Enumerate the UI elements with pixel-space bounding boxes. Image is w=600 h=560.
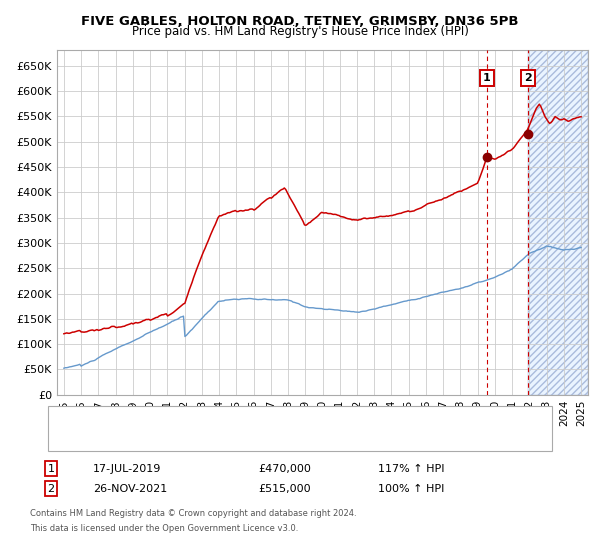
Text: FIVE GABLES, HOLTON ROAD, TETNEY, GRIMSBY, DN36 5PB: FIVE GABLES, HOLTON ROAD, TETNEY, GRIMSB…: [81, 15, 519, 27]
Text: £515,000: £515,000: [258, 484, 311, 494]
Text: This data is licensed under the Open Government Licence v3.0.: This data is licensed under the Open Gov…: [30, 524, 298, 533]
Text: ————: ————: [60, 409, 110, 423]
Text: 100% ↑ HPI: 100% ↑ HPI: [378, 484, 445, 494]
Text: £470,000: £470,000: [258, 464, 311, 474]
Text: 2: 2: [524, 73, 532, 83]
Text: HPI: Average price, detached house, East Lindsey: HPI: Average price, detached house, East…: [93, 431, 352, 441]
Text: 26-NOV-2021: 26-NOV-2021: [93, 484, 167, 494]
Text: FIVE GABLES, HOLTON ROAD, TETNEY, GRIMSBY, DN36 5PB (detached house): FIVE GABLES, HOLTON ROAD, TETNEY, GRIMSB…: [93, 411, 496, 421]
Text: 1: 1: [47, 464, 55, 474]
Text: Contains HM Land Registry data © Crown copyright and database right 2024.: Contains HM Land Registry data © Crown c…: [30, 509, 356, 518]
Text: 117% ↑ HPI: 117% ↑ HPI: [378, 464, 445, 474]
Bar: [527, 50, 588, 395]
Text: Price paid vs. HM Land Registry's House Price Index (HPI): Price paid vs. HM Land Registry's House …: [131, 25, 469, 38]
Text: 2: 2: [47, 484, 55, 494]
Bar: [527, 50, 588, 395]
Text: ————: ————: [60, 430, 110, 443]
Text: 1: 1: [483, 73, 491, 83]
Text: 17-JUL-2019: 17-JUL-2019: [93, 464, 161, 474]
